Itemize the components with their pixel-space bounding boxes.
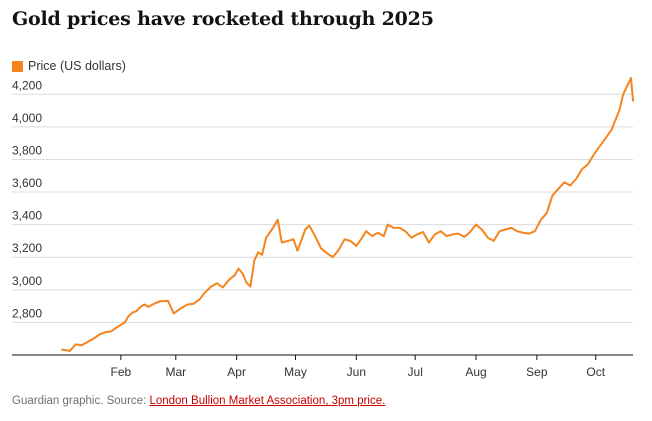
x-tick-label: Aug — [465, 365, 486, 379]
legend-swatch — [12, 60, 23, 72]
y-tick-label: 4,200 — [12, 78, 42, 92]
source-prefix: Guardian graphic. Source: — [12, 395, 150, 407]
x-tick-label: Feb — [111, 365, 132, 379]
y-tick-label: 2,800 — [12, 306, 42, 320]
source-note: Guardian graphic. Source: London Bullion… — [12, 395, 385, 407]
y-tick-label: 3,000 — [12, 274, 42, 288]
legend: Price (US dollars) — [12, 59, 126, 73]
x-tick-label: May — [284, 365, 307, 379]
x-tick-label: Sep — [526, 365, 548, 379]
y-tick-label: 3,400 — [12, 209, 42, 223]
x-tick-label: Mar — [165, 365, 186, 379]
y-tick-label: 3,200 — [12, 241, 42, 255]
legend-label: Price (US dollars) — [28, 59, 126, 73]
x-tick-label: Jun — [347, 365, 366, 379]
chart-title: Gold prices have rocketed through 2025 — [12, 8, 434, 30]
x-tick-label: Jul — [408, 365, 423, 379]
price-series-line — [61, 77, 634, 352]
y-tick-label: 3,600 — [12, 176, 42, 190]
y-tick-label: 4,000 — [12, 111, 42, 125]
x-tick-label: Oct — [586, 365, 605, 379]
y-tick-label: 3,800 — [12, 143, 42, 157]
x-tick-label: Apr — [227, 365, 246, 379]
source-link[interactable]: London Bullion Market Association, 3pm p… — [149, 395, 386, 407]
